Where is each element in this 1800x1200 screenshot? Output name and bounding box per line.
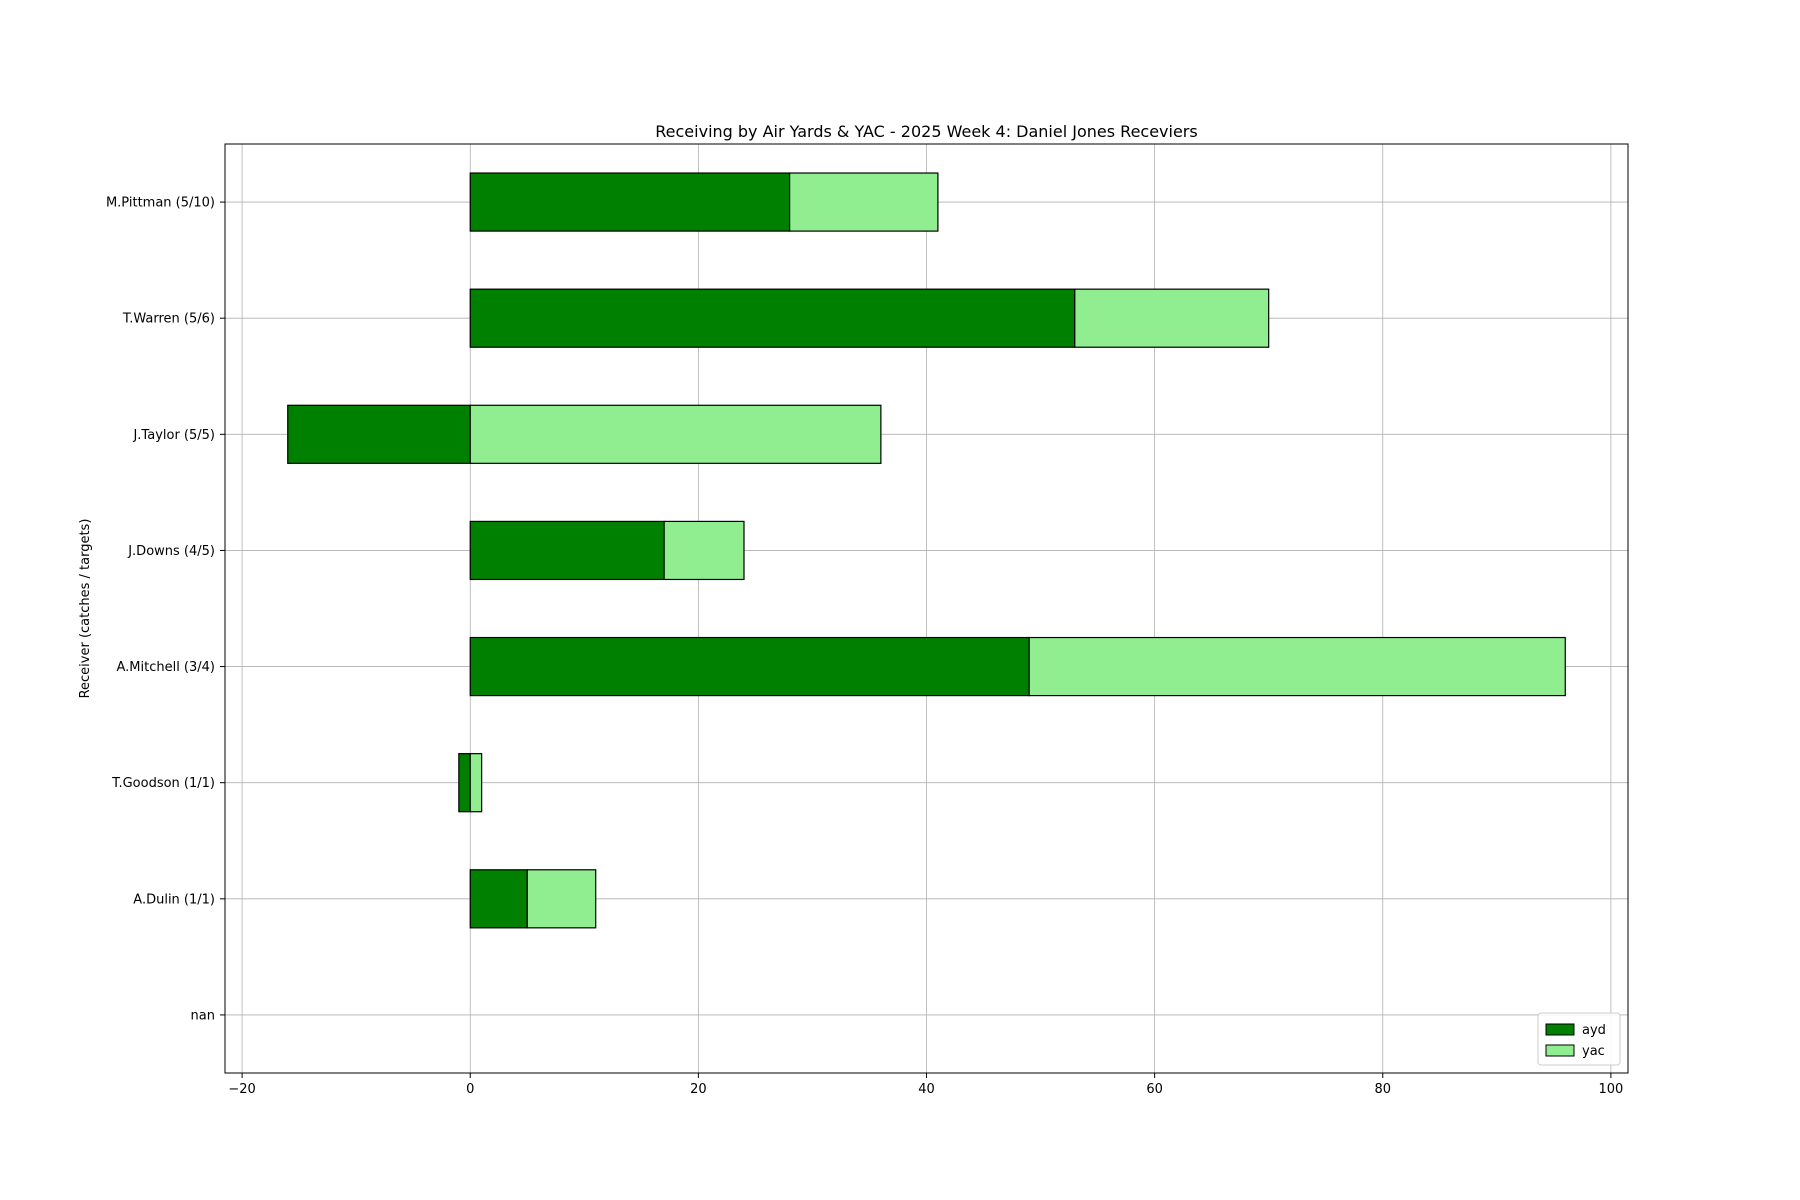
x-tick-label: 20 — [690, 1082, 707, 1097]
x-tick-label: 40 — [918, 1082, 935, 1097]
bar-yac — [1028, 636, 1566, 697]
y-tick-label: J.Downs (4/5) — [127, 544, 215, 559]
x-axis: −20 0 20 40 60 80 100 — [228, 1073, 1623, 1097]
bar-ayd — [469, 636, 1030, 697]
legend-label-yac: yac — [1582, 1044, 1605, 1059]
bar-yac — [469, 753, 483, 813]
legend-swatch-yac — [1545, 1044, 1575, 1057]
bar-yac — [526, 869, 597, 929]
x-tick-label: −20 — [228, 1082, 255, 1097]
y-tick-label: M.Pittman (5/10) — [106, 196, 215, 211]
x-tick-label: 100 — [1598, 1082, 1623, 1097]
bar-yac — [1074, 288, 1270, 348]
x-tick-label: 60 — [1146, 1082, 1163, 1097]
bar-ayd — [287, 404, 471, 464]
bar-ayd — [458, 753, 471, 813]
bars — [287, 172, 1566, 929]
bar-yac — [663, 520, 745, 581]
bar-yac — [789, 172, 939, 232]
y-tick-label: T.Goodson (1/1) — [111, 776, 215, 791]
y-tick-label: nan — [191, 1008, 215, 1023]
y-tick-label: T.Warren (5/6) — [122, 312, 215, 327]
bar-ayd — [469, 288, 1076, 348]
bar-ayd — [469, 869, 528, 929]
y-tick-label: J.Taylor (5/5) — [132, 428, 215, 443]
x-tick-label: 0 — [466, 1082, 474, 1097]
legend: ayd yac — [1537, 1012, 1621, 1066]
y-axis: M.Pittman (5/10) T.Warren (5/6) J.Taylor (… — [106, 196, 225, 1023]
y-tick-label: A.Dulin (1/1) — [133, 892, 215, 907]
chart-title: Receiving by Air Yards & YAC - 2025 Week… — [655, 122, 1197, 141]
bar-yac — [469, 404, 882, 464]
legend-swatch-ayd — [1545, 1023, 1575, 1036]
grid — [225, 144, 1628, 1073]
legend-label-ayd: ayd — [1582, 1023, 1606, 1038]
x-tick-label: 80 — [1374, 1082, 1391, 1097]
bar-ayd — [469, 520, 665, 581]
bar-ayd — [469, 172, 791, 232]
y-axis-label: Receiver (catches / targets) — [78, 519, 93, 699]
y-tick-label: A.Mitchell (3/4) — [116, 660, 215, 675]
legend-box — [1537, 1012, 1621, 1066]
